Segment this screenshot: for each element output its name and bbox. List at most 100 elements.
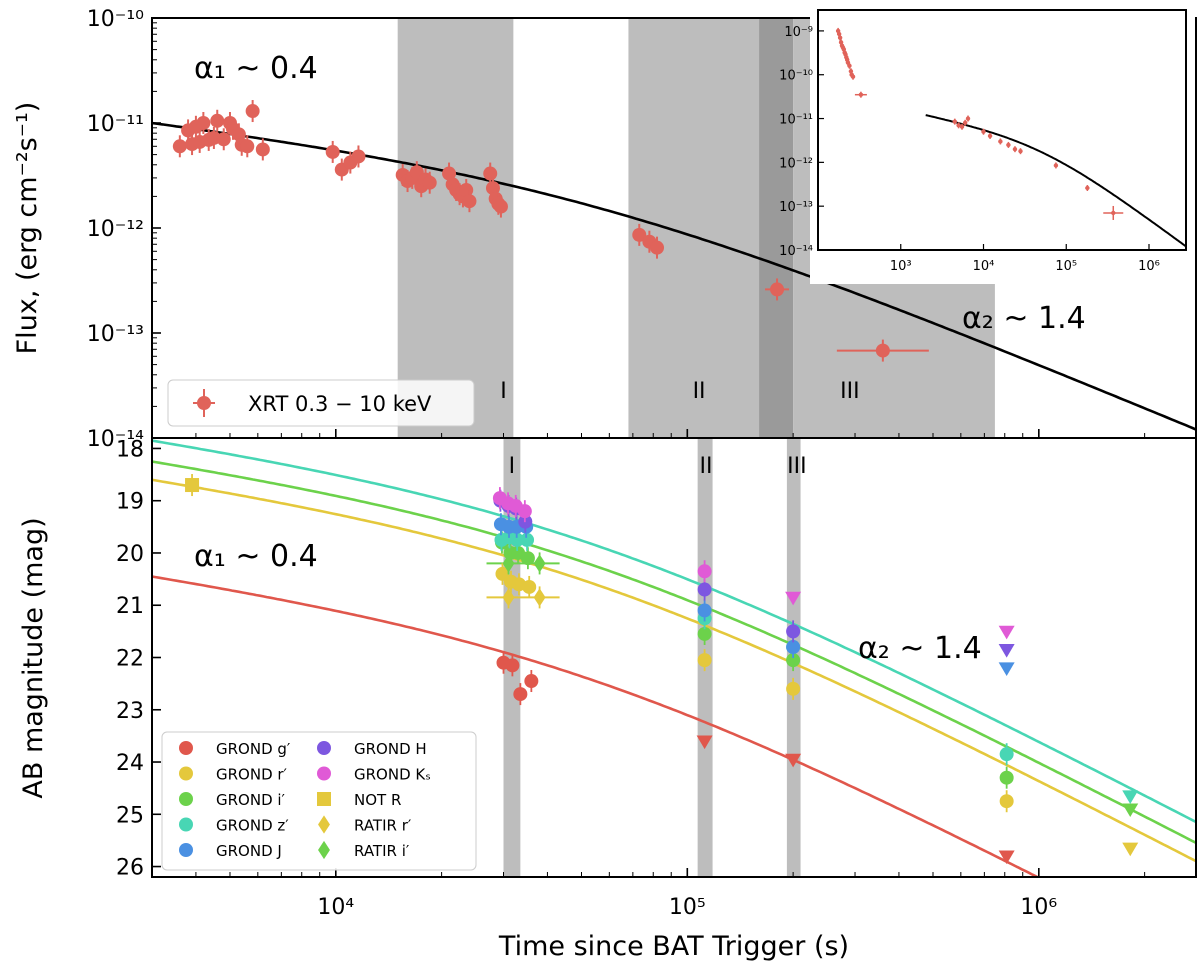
circle-marker [786, 640, 801, 655]
upper-limit-marker [1122, 842, 1139, 857]
xrt-marker [172, 139, 187, 154]
alpha1-annotation: α₁ ~ 0.4 [194, 539, 318, 574]
xrt-marker [875, 343, 890, 358]
y-tick-label: 10⁻¹³ [87, 322, 144, 347]
y-tick-label: 26 [116, 856, 144, 881]
xray-legend: XRT 0.3 − 10 keV [167, 379, 475, 427]
inset-marker [1012, 146, 1018, 152]
inset-data-point [847, 62, 852, 69]
optical-data-point [502, 586, 515, 609]
legend-marker [318, 815, 330, 834]
inset-marker [959, 124, 965, 129]
x-tick-label: 10⁶ [1020, 895, 1057, 920]
inset-data-point [998, 138, 1003, 145]
xrt-marker [240, 139, 255, 154]
inset-marker [837, 35, 843, 40]
upper-limit-marker [1122, 790, 1139, 804]
y-axis-title: AB magnitude (mag) [18, 517, 49, 798]
optical-data-point [502, 552, 515, 575]
optical-data-point [524, 670, 539, 693]
legend-label: GROND J [216, 842, 282, 860]
inset-marker [956, 123, 961, 128]
inset-data-point [1085, 184, 1090, 191]
xrt-marker [245, 104, 260, 119]
alpha1-annotation: α₁ ~ 0.4 [194, 51, 318, 86]
y-tick-label: 10⁻¹⁰ [87, 7, 144, 32]
band-label: III [787, 454, 806, 479]
inset-data-point [837, 34, 843, 41]
legend-label: GROND z′ [216, 817, 289, 835]
legend-box [167, 379, 475, 427]
legend-marker [317, 792, 331, 806]
inset-data-point [1018, 148, 1023, 155]
inset-marker [1085, 185, 1090, 191]
inset-frame [817, 9, 1187, 251]
upper-limit-marker [998, 850, 1015, 865]
alpha2-annotation: α₂ ~ 1.4 [858, 631, 982, 666]
circle-marker [513, 687, 528, 702]
circle-marker [697, 564, 712, 579]
inset-marker [952, 119, 958, 124]
legend-marker [179, 766, 193, 781]
xrt-data-point [255, 138, 270, 161]
legend-marker [318, 840, 330, 860]
y-tick-label: 10⁻¹² [87, 217, 144, 242]
bottom-plot-area [152, 438, 1196, 877]
shaded-band [397, 18, 514, 438]
xrt-data-point [650, 236, 665, 259]
legend-label: XRT 0.3 − 10 keV [248, 392, 432, 416]
inset-data-point [962, 119, 968, 126]
legend-marker [179, 792, 193, 806]
optical-data-point [505, 654, 520, 677]
inset-marker [1018, 148, 1023, 154]
shaded-band [628, 18, 760, 438]
inset-y-tick-label: 10⁻⁹ [784, 25, 813, 40]
model-line-g [152, 575, 1041, 877]
xrt-data-point [422, 171, 437, 194]
circle-marker [522, 579, 537, 594]
xrt-data-point [240, 135, 255, 158]
inset-y-tick-label: 10⁻¹⁴ [779, 244, 813, 259]
inset-data-point [952, 118, 958, 125]
circle-marker [697, 603, 712, 618]
y-tick-label: 21 [116, 594, 144, 619]
legend-label: GROND Kₛ [354, 766, 431, 784]
inset-data-point [850, 73, 856, 80]
xrt-data-point [343, 151, 358, 174]
upper-limit-marker [998, 625, 1015, 640]
xrt-data-point [493, 195, 508, 218]
inset-data-point [965, 115, 971, 122]
optical-data-point [999, 790, 1014, 813]
optical-data-point [999, 766, 1014, 789]
inset-data-point [1006, 141, 1011, 148]
inset-data-point [1053, 162, 1059, 169]
xrt-marker [462, 194, 477, 209]
circle-marker [697, 653, 712, 668]
xrt-marker [196, 116, 211, 130]
upper-limit-marker [998, 644, 1015, 658]
circle-marker [697, 626, 712, 641]
inset-marker [998, 139, 1003, 144]
xrt-data-point [765, 278, 790, 301]
band-label: I [500, 379, 507, 404]
upper-limit-marker [785, 753, 802, 768]
xrt-data-point [462, 190, 477, 213]
legend-label: RATIR r′ [354, 817, 412, 835]
optical-data-point [517, 500, 532, 523]
circle-marker [786, 681, 801, 696]
model-line-r [152, 478, 1196, 863]
square-marker [185, 478, 200, 493]
inset-y-tick-label: 10⁻¹³ [779, 200, 813, 215]
optical-legend: GROND g′ GROND r′ GROND i′ GROND z′ GROND J G… [161, 731, 477, 871]
inset-data-point [1103, 205, 1124, 220]
inset-marker [981, 129, 986, 134]
y-tick-label: 25 [116, 803, 144, 828]
xrt-marker [325, 144, 340, 159]
xrt-data-point [216, 128, 231, 151]
inset-data-point [854, 91, 867, 98]
legend-label: GROND g′ [216, 740, 291, 758]
inset: 10³ 10⁴ 10⁵ 10⁶ 10⁻⁹ 10⁻¹⁰ 10⁻¹¹ 10⁻¹² 10⁻¹³ 10⁻¹… [779, 4, 1195, 284]
legend-label: GROND r′ [216, 766, 288, 784]
xrt-data-point [483, 162, 498, 185]
